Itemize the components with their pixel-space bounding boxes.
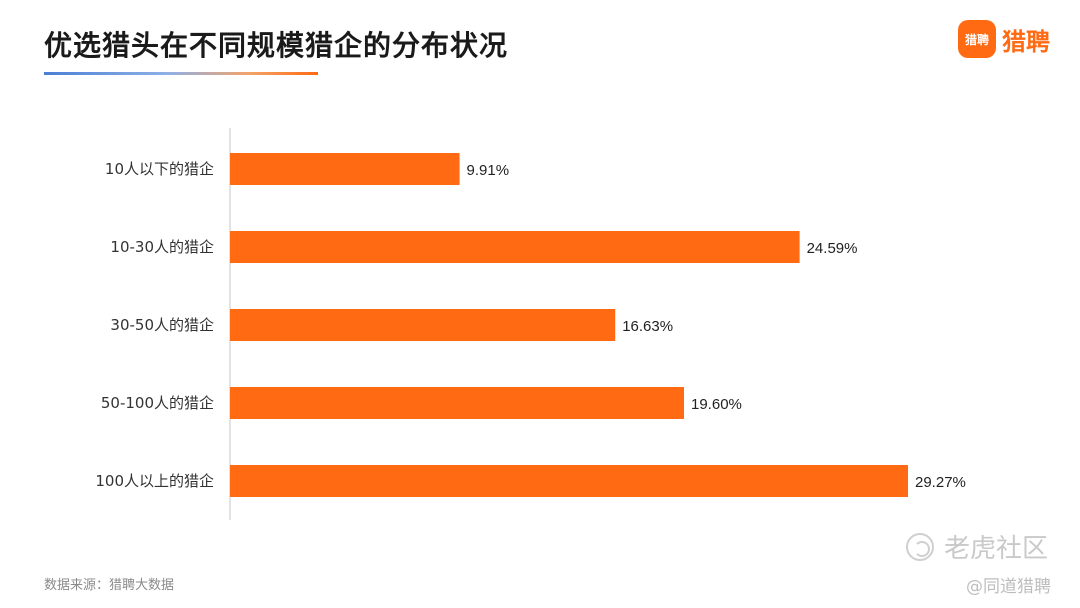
community-logo-icon [906, 532, 934, 561]
watermark-site: 老虎社区 [944, 534, 1049, 564]
data-label: 16.63% [622, 318, 673, 335]
watermark-handle: @同道猎聘 [966, 577, 1051, 597]
page-title: 优选猎头在不同规模猎企的分布状况 [44, 29, 509, 62]
bar [230, 387, 685, 419]
data-label: 19.60% [691, 396, 742, 413]
bar [230, 153, 460, 185]
category-label: 50-100人的猎企 [101, 394, 214, 412]
data-label: 24.59% [807, 240, 858, 257]
category-label: 30-50人的猎企 [110, 316, 214, 334]
category-label: 100人以上的猎企 [95, 472, 214, 490]
watermark: 老虎社区 [906, 528, 1048, 565]
category-label: 10人以下的猎企 [105, 160, 214, 178]
data-source-note: 数据来源：猎聘大数据 [44, 578, 175, 593]
bar [230, 465, 908, 497]
data-label: 9.91% [467, 162, 510, 179]
category-label: 10-30人的猎企 [110, 238, 214, 256]
brand-logo: 猎聘 猎聘 [958, 20, 1050, 58]
bar [230, 231, 800, 263]
title-underline [44, 72, 318, 75]
data-label: 29.27% [915, 474, 966, 491]
liepin-logo-icon: 猎聘 [958, 20, 996, 58]
bar [230, 309, 616, 341]
brand-name: 猎聘 [1002, 27, 1050, 56]
